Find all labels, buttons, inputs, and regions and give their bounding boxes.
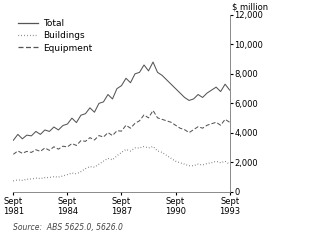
Legend: Total, Buildings, Equipment: Total, Buildings, Equipment <box>18 19 93 53</box>
Text: Source:  ABS 5625.0, 5626.0: Source: ABS 5625.0, 5626.0 <box>13 223 122 232</box>
Text: $ million: $ million <box>232 2 268 11</box>
